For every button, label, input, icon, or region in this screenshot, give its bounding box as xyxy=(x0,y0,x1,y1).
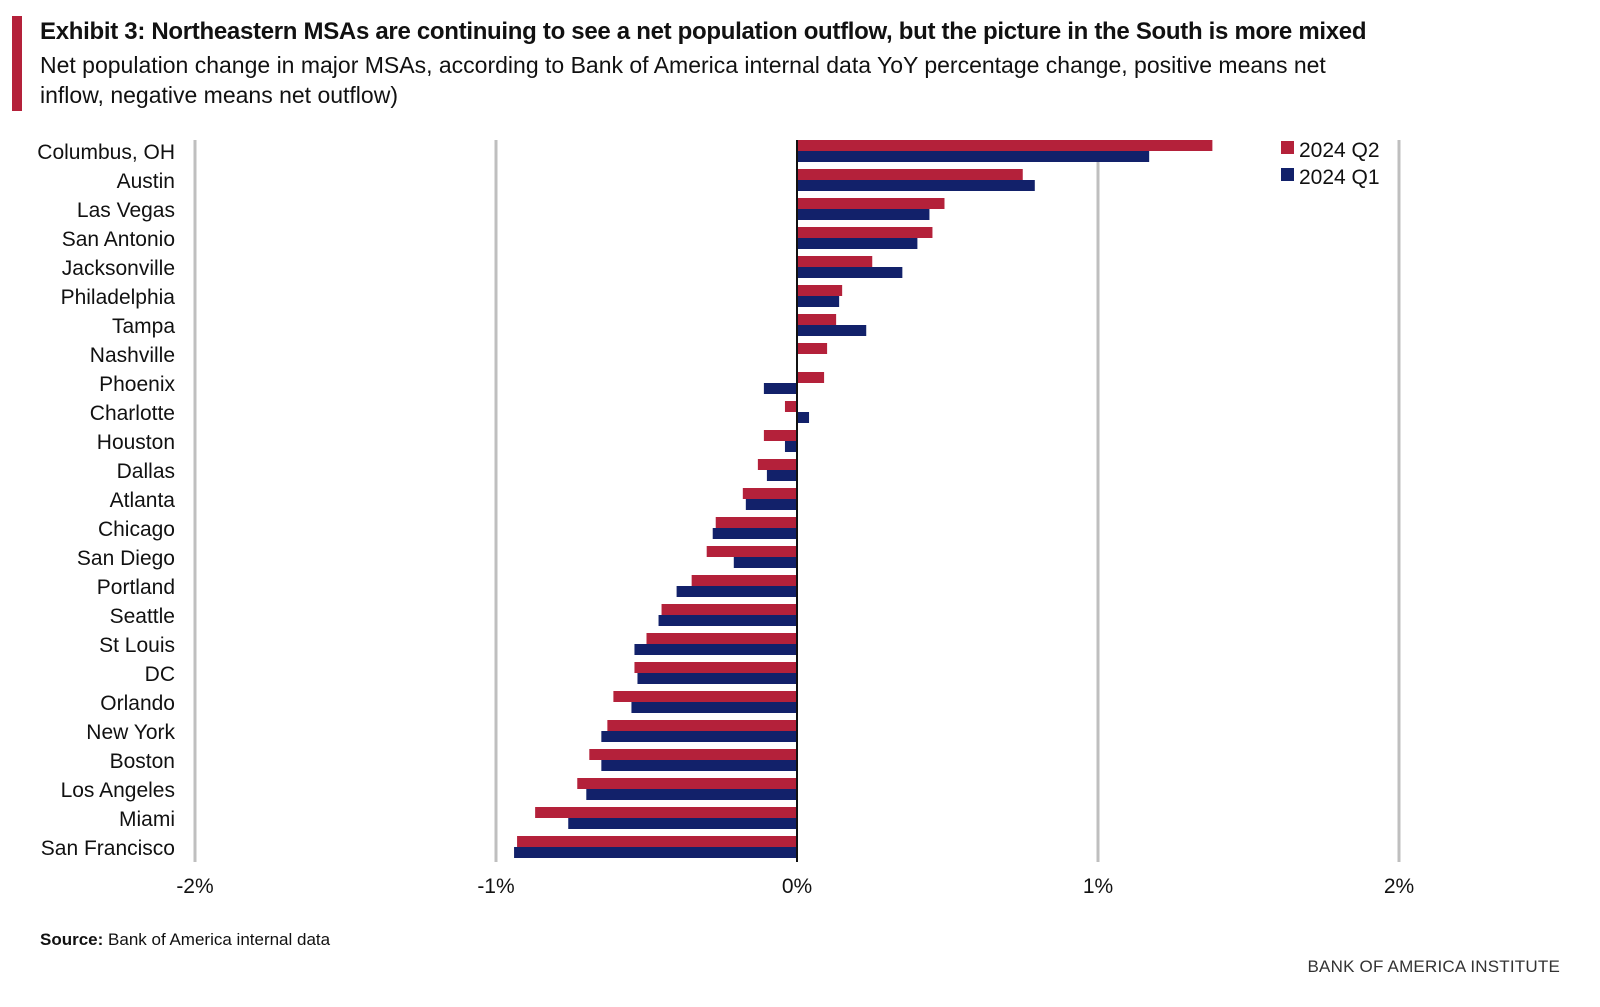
bar-q2 xyxy=(763,430,797,441)
bar-q1 xyxy=(601,731,797,742)
bar-q1 xyxy=(797,296,840,307)
category-label: Philadelphia xyxy=(61,286,176,309)
bar-q1 xyxy=(784,441,797,452)
bar-q1 xyxy=(797,325,867,336)
category-label: Atlanta xyxy=(110,489,176,512)
x-tick-label: -1% xyxy=(477,875,514,898)
bar-q2 xyxy=(715,517,797,528)
bar-q1 xyxy=(637,673,797,684)
x-tick-label: 1% xyxy=(1083,875,1113,898)
brand-label: BANK OF AMERICA INSTITUTE xyxy=(1307,957,1560,976)
category-label: Miami xyxy=(119,808,175,831)
category-label: Seattle xyxy=(110,605,175,628)
source-label: Source: xyxy=(40,930,104,949)
category-label: San Francisco xyxy=(41,837,175,860)
bar-q1 xyxy=(797,238,918,249)
category-label: Austin xyxy=(117,170,175,193)
bar-q1 xyxy=(514,847,797,858)
bar-q1 xyxy=(797,412,810,423)
bar-q2 xyxy=(797,314,837,325)
category-label: St Louis xyxy=(99,634,175,657)
legend-label: 2024 Q2 xyxy=(1299,139,1380,162)
bar-q1 xyxy=(797,267,903,278)
bar-q1 xyxy=(631,702,797,713)
category-label: Los Angeles xyxy=(61,779,175,802)
bar-q1 xyxy=(634,644,797,655)
category-label: Orlando xyxy=(100,692,175,715)
legend-swatch xyxy=(1281,168,1294,181)
bar-q2 xyxy=(613,691,797,702)
bar-q1 xyxy=(733,557,797,568)
bar-q1 xyxy=(745,499,797,510)
bar-q2 xyxy=(517,836,797,847)
bar-q2 xyxy=(742,488,797,499)
bar-q1 xyxy=(568,818,797,829)
bar-q2 xyxy=(797,198,945,209)
bar-q1 xyxy=(586,789,797,800)
category-label: Jacksonville xyxy=(62,257,175,280)
bar-q2 xyxy=(535,807,797,818)
category-label: Boston xyxy=(110,750,175,773)
bar-q1 xyxy=(712,528,797,539)
bar-q2 xyxy=(797,285,843,296)
bar-q1 xyxy=(658,615,797,626)
bar-q2 xyxy=(784,401,797,412)
category-label: New York xyxy=(86,721,175,744)
category-label: Nashville xyxy=(90,344,175,367)
bar-q2 xyxy=(607,720,797,731)
category-label: Tampa xyxy=(112,315,175,338)
category-label: Portland xyxy=(97,576,175,599)
bar-q2 xyxy=(797,169,1023,180)
bar-q1 xyxy=(763,383,797,394)
bar-q1 xyxy=(766,470,797,481)
category-label: Houston xyxy=(97,431,175,454)
x-tick-label: 0% xyxy=(782,875,812,898)
title-accent-bar xyxy=(12,16,22,111)
bar-q2 xyxy=(797,256,873,267)
x-tick-label: -2% xyxy=(176,875,213,898)
bar-q2 xyxy=(661,604,797,615)
category-label: DC xyxy=(145,663,175,686)
category-label: Chicago xyxy=(98,518,175,541)
bar-q1 xyxy=(797,209,930,220)
bar-q2 xyxy=(757,459,797,470)
bar-q2 xyxy=(589,749,797,760)
category-label: Charlotte xyxy=(90,402,175,425)
source-text: Bank of America internal data xyxy=(108,930,331,949)
bar-q2 xyxy=(797,372,825,383)
category-label: San Diego xyxy=(77,547,175,570)
x-tick-label: 2% xyxy=(1384,875,1414,898)
bar-q2 xyxy=(646,633,797,644)
legend-label: 2024 Q1 xyxy=(1299,166,1380,189)
chart-subtitle: Net population change in major MSAs, acc… xyxy=(40,52,1326,108)
category-label: Phoenix xyxy=(99,373,175,396)
bar-q2 xyxy=(797,140,1213,151)
chart-title: Exhibit 3: Northeastern MSAs are continu… xyxy=(40,18,1367,45)
bar-chart: -2% -1% 0% 1% 2% Columbus, OH Austin Las Vegas S… xyxy=(37,139,1414,898)
bar-q2 xyxy=(691,575,797,586)
bar-q1 xyxy=(676,586,797,597)
category-label: Las Vegas xyxy=(77,199,175,222)
bar-q2 xyxy=(706,546,797,557)
bar-q1 xyxy=(797,180,1035,191)
bar-q2 xyxy=(577,778,797,789)
bar-q1 xyxy=(601,760,797,771)
bar-q2 xyxy=(797,227,933,238)
legend-swatch xyxy=(1281,141,1294,154)
category-label: San Antonio xyxy=(62,228,175,251)
category-label: Dallas xyxy=(117,460,175,483)
bar-q2 xyxy=(797,343,828,354)
bar-q1 xyxy=(797,151,1150,162)
category-label: Columbus, OH xyxy=(37,141,175,164)
bar-q2 xyxy=(634,662,797,673)
source-note: Source: Bank of America internal data xyxy=(40,930,330,950)
